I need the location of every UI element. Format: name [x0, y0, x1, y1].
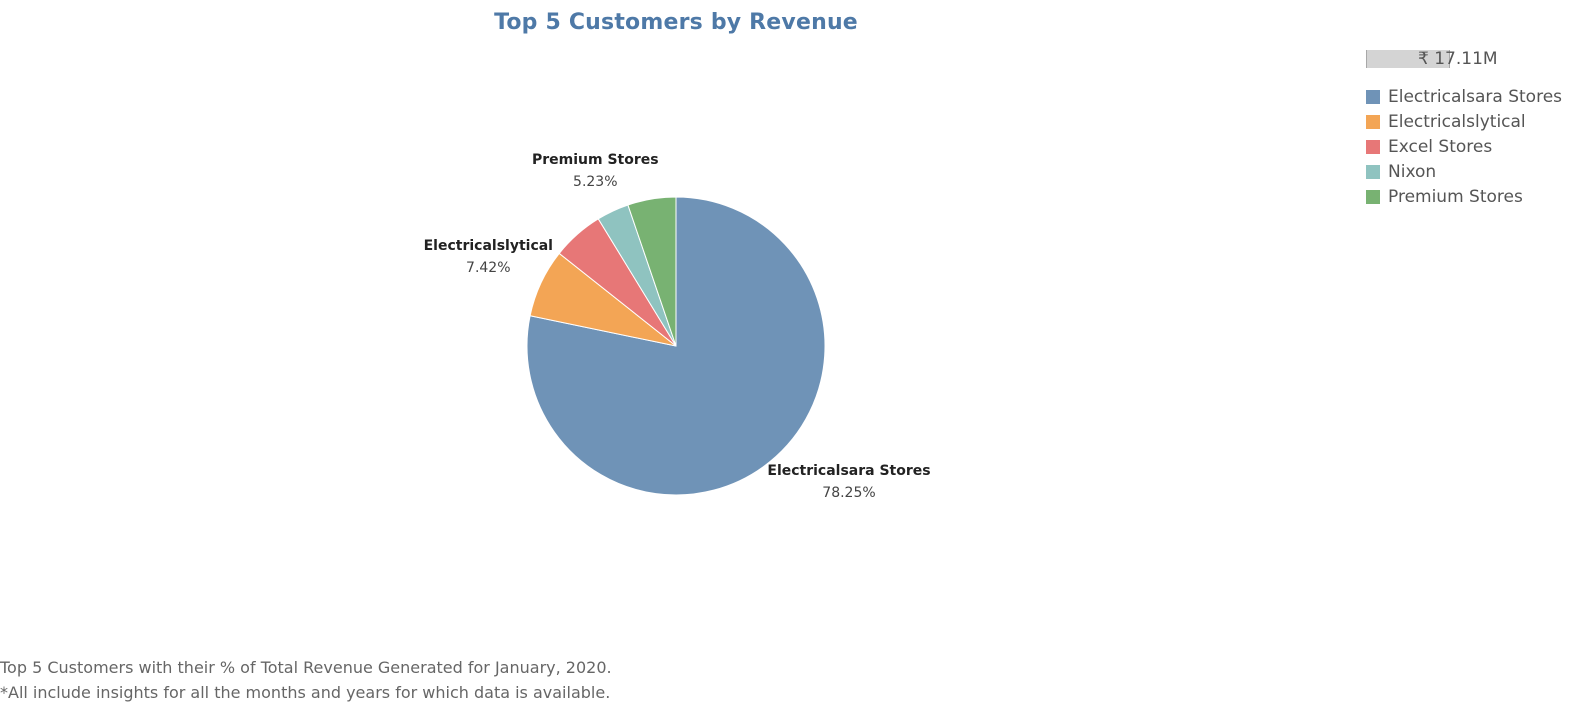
legend-label: Electricalslytical: [1388, 111, 1526, 132]
legend-label: Excel Stores: [1388, 136, 1493, 157]
legend-swatch: [1366, 89, 1380, 104]
legend-items: Electricalsara Stores Electricalslytical E…: [1366, 84, 1581, 209]
legend-label: Nixon: [1388, 161, 1437, 182]
size-legend-bar: [1366, 50, 1450, 68]
legend-label: Premium Stores: [1388, 186, 1523, 207]
legend: ₹ 17.11M Electricalsara Stores Electrical…: [1366, 48, 1581, 209]
size-legend-label: ₹ 17.11M: [1418, 49, 1498, 69]
pie-slice-electricalsara-stores[interactable]: [526, 196, 826, 496]
legend-swatch: [1366, 114, 1380, 129]
slice-label-electricalsara-stores: Electricalsara Stores: [767, 463, 930, 479]
footnote-line-2: *All include insights for all the months…: [0, 683, 611, 702]
legend-swatch: [1366, 139, 1380, 154]
pie-slice-premium-stores[interactable]: [627, 196, 677, 347]
size-legend: ₹ 17.11M: [1366, 48, 1581, 72]
footnote: Top 5 Customers with their % of Total Re…: [0, 655, 612, 705]
legend-swatch: [1366, 164, 1380, 179]
pie-slices: [526, 196, 826, 496]
legend-label: Electricalsara Stores: [1388, 86, 1563, 107]
legend-item-electricalsara-stores[interactable]: Electricalsara Stores: [1366, 84, 1581, 109]
pie-chart: Electricalsara Stores 78.25% Electricalsly…: [424, 152, 931, 501]
slice-label-electricalslytical: Electricalslytical: [424, 238, 553, 254]
legend-item-electricalslytical[interactable]: Electricalslytical: [1366, 109, 1581, 134]
legend-item-premium-stores[interactable]: Premium Stores: [1366, 184, 1581, 209]
footnote-line-1: Top 5 Customers with their % of Total Re…: [0, 658, 612, 677]
pie-labels: Electricalsara Stores 78.25% Electricalsly…: [424, 152, 931, 501]
slice-value-electricalslytical: 7.42%: [466, 260, 510, 276]
slice-label-premium-stores: Premium Stores: [532, 152, 659, 168]
legend-item-nixon[interactable]: Nixon: [1366, 159, 1581, 184]
slice-value-premium-stores: 5.23%: [573, 174, 617, 190]
slice-value-electricalsara-stores: 78.25%: [822, 485, 875, 501]
legend-swatch: [1366, 189, 1380, 204]
legend-item-excel-stores[interactable]: Excel Stores: [1366, 134, 1581, 159]
chart-title: Top 5 Customers by Revenue: [494, 10, 858, 35]
